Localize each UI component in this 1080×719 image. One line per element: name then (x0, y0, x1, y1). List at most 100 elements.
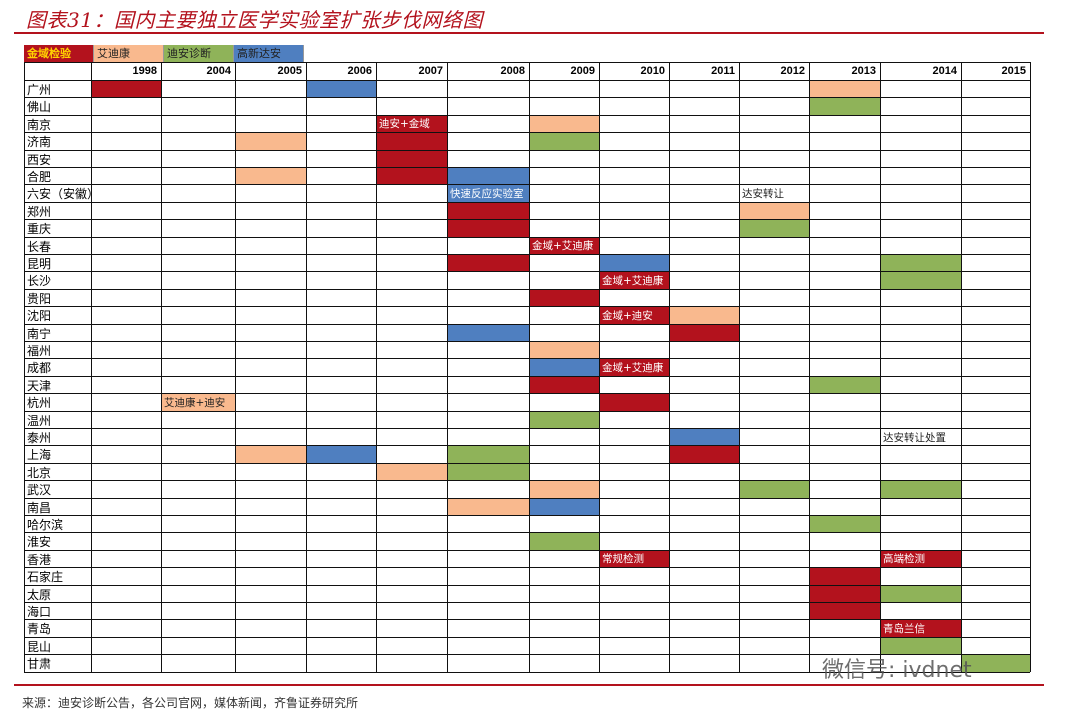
cell-annotation: 艾迪康+迪安 (164, 396, 226, 409)
year-header: 2013 (851, 65, 876, 77)
grid-line (24, 375, 1030, 377)
grid-line (447, 62, 448, 672)
expansion-cell (447, 219, 529, 237)
bottom-rule (14, 684, 1044, 686)
cell-annotation: 快速反应实验室 (450, 187, 524, 200)
cell-annotation: 金域+迪安 (602, 309, 653, 322)
grid-line (24, 410, 1030, 412)
expansion-cell (880, 584, 961, 602)
expansion-cell (529, 532, 599, 550)
city-label: 北京 (27, 465, 52, 480)
expansion-cell (235, 167, 306, 185)
city-label: 长沙 (27, 274, 52, 289)
expansion-cell (447, 445, 529, 463)
city-label: 哈尔滨 (27, 518, 64, 532)
expansion-cell (880, 549, 961, 568)
city-label: 泰州 (27, 431, 52, 445)
chart-title: 图表31：国内主要独立医学实验室扩张步伐网络图 (26, 8, 483, 32)
cell-annotation: 达安转让处置 (883, 431, 946, 444)
year-header: 2009 (570, 65, 595, 77)
city-label: 长春 (27, 239, 52, 254)
expansion-cell (376, 132, 447, 150)
expansion-cell (306, 445, 376, 463)
city-label: 福州 (27, 344, 52, 358)
expansion-cell (880, 271, 961, 289)
expansion-cell (669, 323, 739, 341)
city-label: 合肥 (27, 170, 52, 184)
expansion-cell (447, 184, 529, 202)
expansion-cell (809, 80, 880, 98)
grid-line (306, 62, 307, 672)
cell-annotation: 金域+艾迪康 (602, 274, 664, 287)
city-label: 成都 (27, 361, 52, 376)
year-header: 2006 (347, 65, 372, 77)
legend-item: 迪安诊断 (164, 45, 234, 62)
grid-line (24, 323, 1030, 325)
grid-line (24, 480, 1030, 482)
year-header: 2005 (277, 65, 302, 77)
legend-item: 艾迪康 (94, 45, 164, 62)
year-header: 2010 (640, 65, 665, 77)
grid-line (24, 636, 1030, 638)
grid-line (24, 306, 1030, 308)
city-label: 天津 (27, 378, 52, 393)
cell-annotation: 金域+艾迪康 (532, 240, 594, 253)
expansion-cell (447, 497, 529, 515)
city-label: 太原 (27, 587, 52, 602)
year-header: 2012 (780, 65, 805, 77)
expansion-cell (306, 80, 376, 98)
expansion-cell (447, 462, 529, 481)
grid-line (529, 62, 530, 672)
grid-line (961, 62, 962, 672)
city-label: 郑州 (27, 204, 52, 219)
expansion-cell (809, 97, 880, 115)
expansion-cell (447, 254, 529, 272)
expansion-cell (880, 636, 961, 655)
city-label: 广州 (27, 83, 52, 97)
grid-line (24, 549, 1030, 551)
city-label: 六安（安徽） (27, 187, 100, 202)
expansion-cell (91, 80, 161, 98)
source-note: 来源：迪安诊断公告，各公司官网，媒体新闻，齐鲁证券研究所 (22, 696, 359, 710)
expansion-cell (376, 167, 447, 185)
expansion-cell (529, 410, 599, 428)
grid-line (24, 358, 1030, 360)
expansion-cell (376, 462, 447, 481)
cell-annotation: 常规检测 (602, 553, 644, 566)
expansion-cell (599, 254, 669, 272)
grid-line (24, 654, 1030, 656)
expansion-cell (529, 341, 599, 359)
grid-line (24, 254, 1030, 255)
grid-line (24, 62, 1030, 63)
year-header: 2007 (418, 65, 443, 77)
expansion-cell (529, 114, 599, 133)
grid-line (599, 62, 600, 672)
title-rule (14, 32, 1044, 34)
cell-annotation: 金域+艾迪康 (602, 361, 664, 374)
city-label: 上海 (27, 448, 52, 463)
city-label: 昆明 (27, 257, 52, 271)
grid-line (24, 167, 1030, 168)
grid-line (809, 62, 810, 672)
grid-line (24, 445, 1030, 447)
expansion-cell (529, 236, 599, 254)
expansion-cell (447, 323, 529, 341)
year-header: 2014 (932, 65, 957, 77)
grid-line (1030, 62, 1031, 672)
city-label: 青岛 (27, 622, 52, 637)
grid-line (24, 184, 1030, 186)
cell-annotation: 高端检测 (883, 553, 925, 566)
expansion-cell (961, 654, 1030, 672)
expansion-cell (447, 201, 529, 220)
city-label: 西安 (27, 152, 52, 167)
grid-line (24, 271, 1030, 273)
watermark: 微信号: ivdnet (822, 658, 972, 683)
city-label: 佛山 (27, 100, 52, 115)
city-label: 南昌 (27, 500, 52, 515)
expansion-cell (809, 602, 880, 620)
expansion-cell (669, 306, 739, 324)
grid-line (161, 62, 162, 672)
grid-line (24, 114, 1030, 116)
expansion-cell (529, 375, 599, 394)
grid-line (24, 288, 1030, 290)
